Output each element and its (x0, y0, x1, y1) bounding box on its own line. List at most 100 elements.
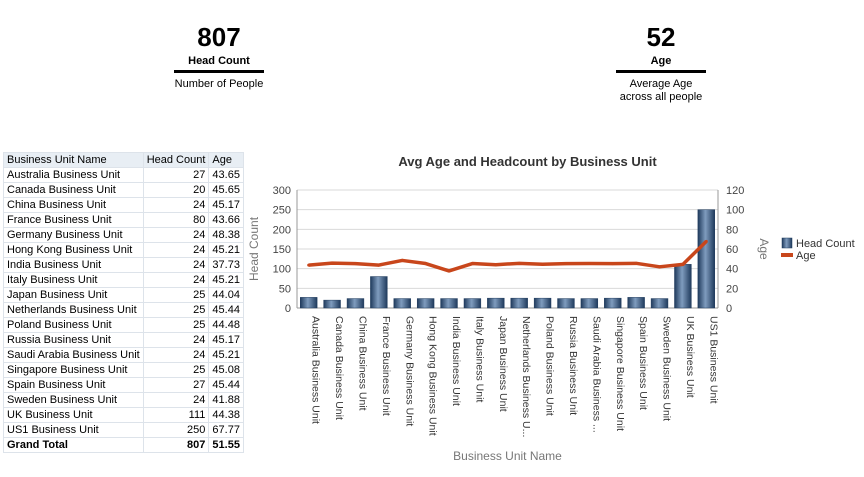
age-point (658, 265, 662, 269)
cell-head-count: 25 (142, 302, 210, 318)
x-tick-label: Russia Business Unit (567, 316, 579, 415)
kpi-description: Number of People (174, 78, 264, 91)
bar (533, 297, 552, 309)
cell-head-count: 80 (142, 212, 210, 228)
kpi-description-line: Average Age (629, 78, 693, 90)
cell-age: 44.04 (208, 287, 244, 303)
cell-business-unit[interactable]: UK Business Unit (3, 407, 144, 423)
age-point (377, 263, 381, 267)
cell-age: 45.65 (208, 182, 244, 198)
y2-tick-label: 60 (726, 244, 738, 256)
cell-age: 45.21 (208, 347, 244, 363)
x-axis-title: Business Unit Name (453, 449, 562, 463)
column-header-age[interactable]: Age (208, 152, 244, 168)
table-row: Saudi Arabia Business Unit 24 45.21 (3, 347, 244, 363)
kpi-label: Head Count (174, 54, 264, 73)
table-row: Poland Business Unit 25 44.48 (3, 317, 244, 333)
cell-business-unit[interactable]: US1 Business Unit (3, 422, 144, 438)
cell-age: 44.38 (208, 407, 244, 423)
kpi-description: Average Age across all people (616, 78, 706, 104)
y-tick-label: 0 (285, 303, 291, 315)
age-point (400, 258, 404, 262)
cell-age: 45.17 (208, 332, 244, 348)
age-point (447, 269, 451, 273)
bar (674, 264, 692, 309)
age-point (470, 262, 474, 266)
y-axis-title: Head Count (247, 216, 261, 281)
cell-business-unit[interactable]: Poland Business Unit (3, 317, 144, 333)
cell-business-unit[interactable]: Sweden Business Unit (3, 392, 144, 408)
bar (697, 209, 715, 309)
y-tick-label: 50 (279, 283, 291, 295)
cell-business-unit[interactable]: France Business Unit (3, 212, 144, 228)
cell-business-unit[interactable]: Canada Business Unit (3, 182, 144, 198)
bar (416, 298, 435, 309)
age-point (564, 262, 568, 266)
x-tick-label: UK Business Unit (684, 316, 696, 398)
x-tick-label: China Business Unit (356, 316, 368, 411)
kpi-description-line: across all people (619, 91, 703, 103)
cell-business-unit[interactable]: Russia Business Unit (3, 332, 144, 348)
table-row: France Business Unit 80 43.66 (3, 212, 244, 228)
x-tick-label: Germany Business Unit (403, 316, 415, 426)
table-row: US1 Business Unit 250 67.77 (3, 422, 244, 438)
y2-tick-label: 40 (726, 264, 738, 276)
x-tick-label: Japan Business Unit (497, 316, 509, 412)
table-row: Hong Kong Business Unit 24 45.21 (3, 242, 244, 258)
cell-age: 43.65 (208, 167, 244, 183)
cell-business-unit[interactable]: China Business Unit (3, 197, 144, 213)
x-tick-label: Spain Business Unit (637, 316, 649, 410)
cell-age: 45.44 (208, 377, 244, 393)
kpi-head-count: 807 Head Count Number of People (174, 20, 264, 91)
cell-business-unit[interactable]: Spain Business Unit (3, 377, 144, 393)
cell-business-unit[interactable]: Singapore Business Unit (3, 362, 144, 378)
age-point (704, 239, 708, 243)
table-row: UK Business Unit 111 44.38 (3, 407, 244, 423)
cell-age: 44.48 (208, 317, 244, 333)
cell-head-count: 27 (142, 167, 210, 183)
x-tick-label: Canada Business Unit (333, 316, 345, 420)
column-header-business-unit[interactable]: Business Unit Name (3, 152, 144, 168)
table-row: Germany Business Unit 24 48.38 (3, 227, 244, 243)
age-point (611, 262, 615, 266)
cell-head-count: 24 (142, 332, 210, 348)
age-point (494, 263, 498, 267)
cell-business-unit[interactable]: Netherlands Business Unit (3, 302, 144, 318)
cell-business-unit[interactable]: Saudi Arabia Business Unit (3, 347, 144, 363)
age-point (307, 263, 311, 267)
age-point (634, 261, 638, 265)
y-tick-label: 100 (273, 264, 291, 276)
y2-tick-label: 100 (726, 205, 744, 217)
cell-age: 45.17 (208, 197, 244, 213)
cell-head-count: 24 (142, 227, 210, 243)
x-tick-label: Singapore Business Unit (614, 316, 626, 431)
cell-head-count: 25 (142, 317, 210, 333)
cell-head-count: 27 (142, 377, 210, 393)
column-header-head-count[interactable]: Head Count (142, 152, 210, 168)
cell-head-count: 24 (142, 242, 210, 258)
bar (323, 299, 341, 309)
cell-business-unit[interactable]: Italy Business Unit (3, 272, 144, 288)
bar (300, 297, 318, 309)
cell-age: 41.88 (208, 392, 244, 408)
cell-head-count: 250 (142, 422, 210, 438)
age-point (330, 261, 334, 265)
y-tick-label: 150 (273, 244, 291, 256)
cell-business-unit[interactable]: Japan Business Unit (3, 287, 144, 303)
x-tick-label: Netherlands Business U... (520, 316, 532, 437)
bar (604, 297, 622, 309)
cell-business-unit[interactable]: India Business Unit (3, 257, 144, 273)
legend-label-age: Age (796, 250, 816, 262)
table-row: Spain Business Unit 27 45.44 (3, 377, 244, 393)
x-tick-label: Italy Business Unit (473, 316, 485, 402)
y-tick-label: 250 (273, 205, 291, 217)
kpi-value: 807 (197, 22, 241, 52)
cell-business-unit[interactable]: Germany Business Unit (3, 227, 144, 243)
x-tick-label: Hong Kong Business Unit (427, 316, 439, 436)
cell-age: 45.21 (208, 272, 244, 288)
table-row: Japan Business Unit 25 44.04 (3, 287, 244, 303)
cell-business-unit[interactable]: Hong Kong Business Unit (3, 242, 144, 258)
cell-head-count: 24 (142, 347, 210, 363)
table-row: Singapore Business Unit 25 45.08 (3, 362, 244, 378)
cell-business-unit[interactable]: Australia Business Unit (3, 167, 144, 183)
